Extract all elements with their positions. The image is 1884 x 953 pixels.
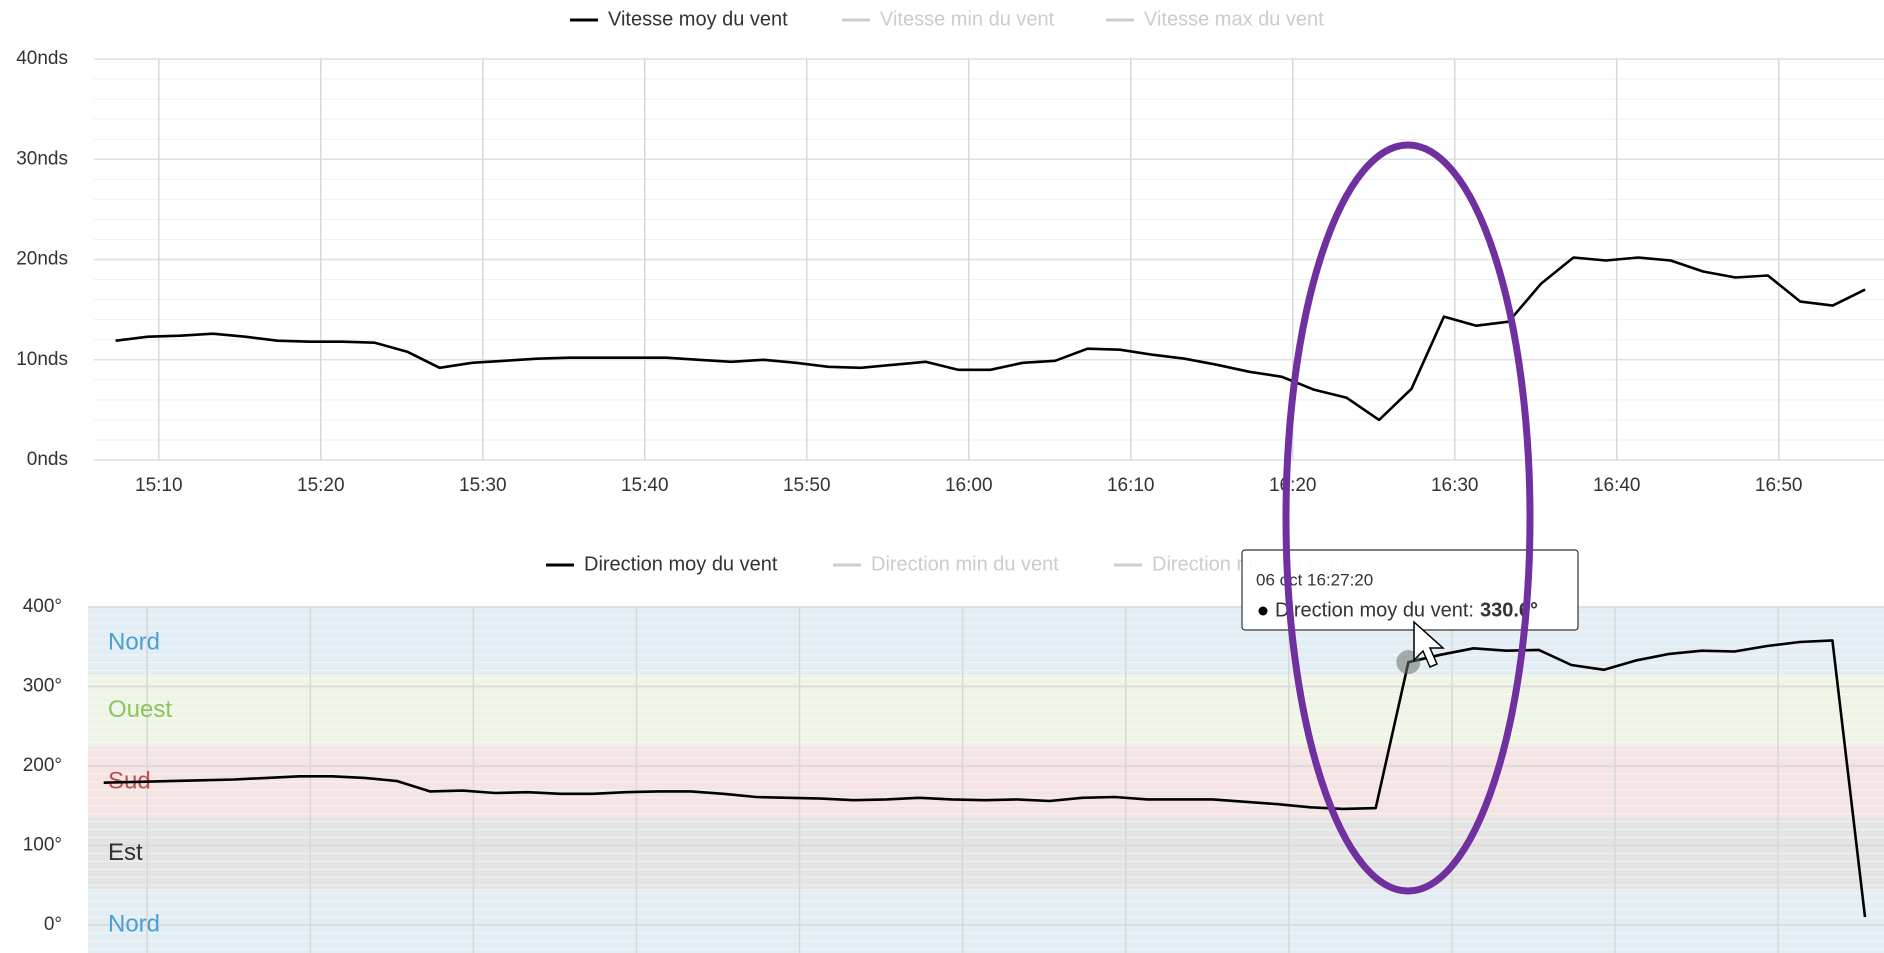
band-label: Est	[108, 839, 143, 866]
y-tick-label: 20nds	[16, 249, 68, 270]
tooltip-label: Direction moy du vent:	[1275, 599, 1474, 621]
legend-label: Vitesse max du vent	[1144, 8, 1324, 30]
x-tick-label: 16:10	[1107, 475, 1155, 496]
x-tick-label: 16:20	[1269, 475, 1317, 496]
legend-label: Vitesse moy du vent	[608, 8, 788, 30]
plot-band	[88, 889, 1884, 953]
tooltip-title: 06 oct 16:27:20	[1256, 570, 1373, 589]
mouse-cursor	[1413, 620, 1445, 668]
x-tick-label: 16:30	[1431, 475, 1479, 496]
series-line	[103, 639, 1867, 918]
band-label: Ouest	[108, 696, 172, 723]
legend-label: Direction moy du vent	[584, 553, 778, 575]
x-tick-label: 15:30	[459, 475, 507, 496]
y-tick-label: 400°	[23, 596, 62, 617]
y-tick-label: 0°	[44, 914, 62, 935]
legend-label: Vitesse min du vent	[880, 8, 1055, 30]
x-tick-label: 16:50	[1755, 475, 1803, 496]
band-label: Nord	[108, 628, 160, 655]
plot-band	[88, 607, 1884, 675]
tooltip-bullet	[1258, 606, 1268, 616]
x-tick-label: 15:50	[783, 475, 831, 496]
y-tick-label: 10nds	[16, 349, 68, 370]
x-tick-label: 16:00	[945, 475, 993, 496]
series-line	[115, 256, 1866, 422]
tooltip-box	[1241, 549, 1579, 631]
y-tick-label: 200°	[23, 755, 62, 776]
x-tick-label: 15:20	[297, 475, 345, 496]
y-tick-label: 0nds	[27, 449, 68, 470]
y-tick-label: 30nds	[16, 148, 68, 169]
x-tick-label: 15:10	[135, 475, 183, 496]
band-label: Nord	[108, 911, 160, 938]
y-tick-label: 100°	[23, 835, 62, 856]
y-tick-label: 40nds	[16, 48, 68, 69]
x-tick-label: 15:40	[621, 475, 669, 496]
highlight-ellipse	[1282, 141, 1534, 895]
legend-label: Direction min du vent	[871, 553, 1059, 575]
x-tick-label: 16:40	[1593, 475, 1641, 496]
y-tick-label: 300°	[23, 676, 62, 697]
